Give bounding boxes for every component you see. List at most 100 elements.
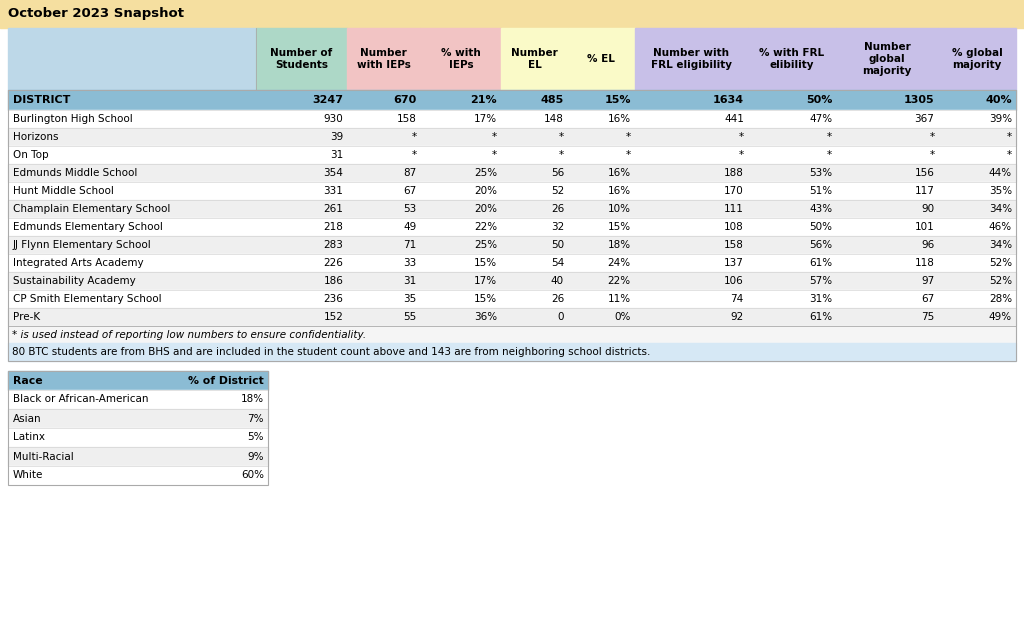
Bar bbox=[8, 371, 268, 390]
Text: 71: 71 bbox=[403, 240, 417, 250]
Text: 74: 74 bbox=[730, 294, 743, 304]
Bar bbox=[8, 90, 1016, 110]
Text: 44%: 44% bbox=[989, 168, 1012, 178]
Bar bbox=[8, 272, 1016, 290]
Text: Sustainability Academy: Sustainability Academy bbox=[13, 276, 136, 286]
Text: 15%: 15% bbox=[607, 222, 631, 232]
Text: 354: 354 bbox=[324, 168, 343, 178]
Text: 18%: 18% bbox=[607, 240, 631, 250]
Bar bbox=[568, 28, 635, 90]
Text: 170: 170 bbox=[724, 186, 743, 196]
Text: 90: 90 bbox=[922, 204, 935, 214]
Text: 158: 158 bbox=[396, 114, 417, 124]
Text: 186: 186 bbox=[324, 276, 343, 286]
Text: 57%: 57% bbox=[809, 276, 833, 286]
Text: 35: 35 bbox=[403, 294, 417, 304]
Text: 25%: 25% bbox=[474, 168, 498, 178]
Text: % EL: % EL bbox=[588, 54, 615, 64]
Bar bbox=[347, 28, 421, 90]
Text: 117: 117 bbox=[914, 186, 935, 196]
Bar bbox=[635, 28, 748, 90]
Text: 67: 67 bbox=[403, 186, 417, 196]
Text: Number
with IEPs: Number with IEPs bbox=[357, 48, 411, 70]
Text: *: * bbox=[1007, 132, 1012, 142]
Text: 31: 31 bbox=[330, 150, 343, 160]
Text: 15%: 15% bbox=[474, 258, 498, 268]
Text: 24%: 24% bbox=[607, 258, 631, 268]
Bar bbox=[8, 390, 268, 409]
Bar bbox=[8, 28, 256, 90]
Bar bbox=[8, 447, 268, 466]
Text: 7%: 7% bbox=[248, 413, 264, 424]
Text: 34%: 34% bbox=[989, 240, 1012, 250]
Text: 485: 485 bbox=[541, 95, 564, 105]
Text: 43%: 43% bbox=[809, 204, 833, 214]
Text: 152: 152 bbox=[324, 312, 343, 322]
Text: % global
majority: % global majority bbox=[952, 48, 1002, 70]
Text: 5%: 5% bbox=[248, 433, 264, 442]
Text: 101: 101 bbox=[914, 222, 935, 232]
Text: Champlain Elementary School: Champlain Elementary School bbox=[13, 204, 170, 214]
Text: 0%: 0% bbox=[614, 312, 631, 322]
Text: 31: 31 bbox=[403, 276, 417, 286]
Text: 137: 137 bbox=[724, 258, 743, 268]
Text: 15%: 15% bbox=[604, 95, 631, 105]
Text: Number
EL: Number EL bbox=[511, 48, 558, 70]
Text: *: * bbox=[493, 132, 498, 142]
Text: 670: 670 bbox=[393, 95, 417, 105]
Text: *: * bbox=[1007, 150, 1012, 160]
Text: 97: 97 bbox=[922, 276, 935, 286]
Text: 39: 39 bbox=[330, 132, 343, 142]
Text: 16%: 16% bbox=[607, 186, 631, 196]
Text: 331: 331 bbox=[324, 186, 343, 196]
Text: 39%: 39% bbox=[989, 114, 1012, 124]
Text: *: * bbox=[930, 150, 935, 160]
Text: Hunt Middle School: Hunt Middle School bbox=[13, 186, 114, 196]
Bar bbox=[8, 343, 1016, 361]
Bar bbox=[8, 218, 1016, 236]
Text: 15%: 15% bbox=[474, 294, 498, 304]
Text: 60%: 60% bbox=[241, 471, 264, 480]
Bar bbox=[8, 371, 268, 485]
Text: 118: 118 bbox=[914, 258, 935, 268]
Text: 148: 148 bbox=[544, 114, 564, 124]
Bar bbox=[8, 409, 268, 428]
Bar bbox=[748, 28, 837, 90]
Text: 25%: 25% bbox=[474, 240, 498, 250]
Text: 50%: 50% bbox=[809, 222, 833, 232]
Text: 28%: 28% bbox=[989, 294, 1012, 304]
Text: 34%: 34% bbox=[989, 204, 1012, 214]
Text: 92: 92 bbox=[730, 312, 743, 322]
Text: 10%: 10% bbox=[608, 204, 631, 214]
Text: Edmunds Middle School: Edmunds Middle School bbox=[13, 168, 137, 178]
Text: 17%: 17% bbox=[474, 276, 498, 286]
Bar bbox=[8, 164, 1016, 182]
Text: 47%: 47% bbox=[809, 114, 833, 124]
Text: % with FRL
elibility: % with FRL elibility bbox=[760, 48, 824, 70]
Text: 46%: 46% bbox=[989, 222, 1012, 232]
Bar bbox=[837, 28, 938, 90]
Text: *: * bbox=[626, 150, 631, 160]
Text: 36%: 36% bbox=[474, 312, 498, 322]
Text: Integrated Arts Academy: Integrated Arts Academy bbox=[13, 258, 143, 268]
Text: JJ Flynn Elementary School: JJ Flynn Elementary School bbox=[13, 240, 152, 250]
Text: 56: 56 bbox=[551, 168, 564, 178]
Text: 67: 67 bbox=[922, 294, 935, 304]
Text: CP Smith Elementary School: CP Smith Elementary School bbox=[13, 294, 162, 304]
Text: 188: 188 bbox=[724, 168, 743, 178]
Text: % of District: % of District bbox=[188, 376, 264, 386]
Text: 51%: 51% bbox=[809, 186, 833, 196]
Text: 87: 87 bbox=[403, 168, 417, 178]
Bar bbox=[8, 146, 1016, 164]
Text: 106: 106 bbox=[724, 276, 743, 286]
Text: 33: 33 bbox=[403, 258, 417, 268]
Bar bbox=[8, 128, 1016, 146]
Bar bbox=[8, 236, 1016, 254]
Text: 261: 261 bbox=[324, 204, 343, 214]
Text: *: * bbox=[626, 132, 631, 142]
Text: 367: 367 bbox=[914, 114, 935, 124]
Text: 75: 75 bbox=[922, 312, 935, 322]
Text: 61%: 61% bbox=[809, 312, 833, 322]
Text: 52: 52 bbox=[551, 186, 564, 196]
Text: 218: 218 bbox=[324, 222, 343, 232]
